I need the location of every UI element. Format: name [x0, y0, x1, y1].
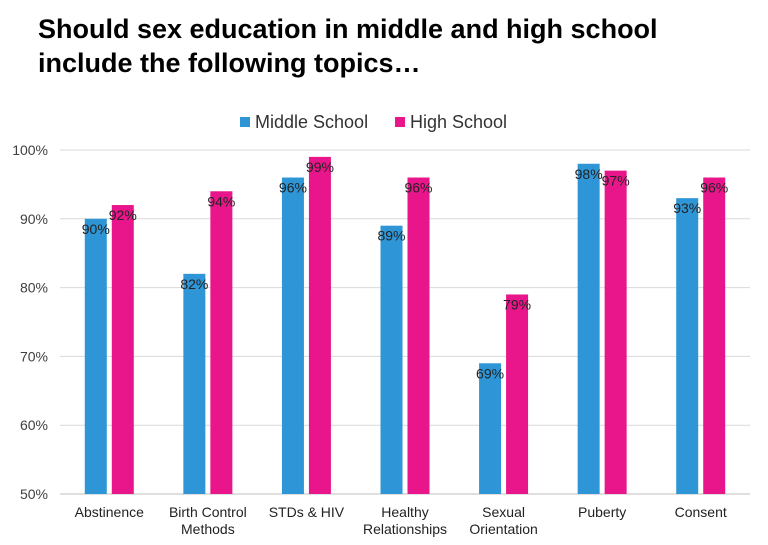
- legend-swatch: [395, 117, 405, 127]
- data-label: 90%: [82, 221, 110, 237]
- data-label: 97%: [602, 173, 630, 189]
- bar: [703, 177, 726, 494]
- bar: [407, 177, 430, 494]
- bar: [183, 273, 206, 494]
- bar: [281, 177, 304, 494]
- data-label: 79%: [503, 296, 531, 312]
- data-label: 93%: [673, 200, 701, 216]
- bar: [210, 191, 233, 494]
- bar: [506, 294, 529, 494]
- y-tick-label: 50%: [20, 486, 48, 502]
- data-label: 82%: [180, 276, 208, 292]
- legend-label: High School: [410, 112, 507, 132]
- data-label: 96%: [700, 180, 728, 196]
- data-label: 92%: [109, 207, 137, 223]
- data-label: 89%: [377, 228, 405, 244]
- y-tick-label: 60%: [20, 417, 48, 433]
- bar: [84, 218, 107, 495]
- bar: [308, 156, 331, 494]
- y-tick-label: 100%: [12, 142, 48, 158]
- data-label: 96%: [279, 180, 307, 196]
- x-tick-label: Abstinence: [75, 504, 144, 520]
- legend-swatch: [240, 117, 250, 127]
- bar: [111, 205, 134, 495]
- bar: [577, 163, 600, 494]
- x-tick-label: Sexual Orientation: [469, 504, 537, 537]
- bar: [479, 363, 502, 494]
- data-label: 99%: [306, 159, 334, 175]
- x-tick-label: Healthy Relationships: [363, 504, 447, 537]
- data-label: 98%: [575, 166, 603, 182]
- chart-title: Should sex education in middle and high …: [38, 14, 658, 78]
- bar: [380, 225, 403, 494]
- bar: [676, 198, 699, 494]
- data-label: 94%: [207, 193, 235, 209]
- legend-label: Middle School: [255, 112, 368, 132]
- x-tick-label: Birth Control Methods: [169, 504, 247, 537]
- bar: [604, 170, 627, 494]
- data-label: 69%: [476, 365, 504, 381]
- y-tick-label: 80%: [20, 280, 48, 296]
- y-tick-label: 70%: [20, 348, 48, 364]
- x-tick-label: STDs & HIV: [269, 504, 345, 520]
- y-tick-label: 90%: [20, 211, 48, 227]
- x-tick-label: Puberty: [578, 504, 626, 520]
- data-label: 96%: [404, 180, 432, 196]
- x-tick-label: Consent: [675, 504, 727, 520]
